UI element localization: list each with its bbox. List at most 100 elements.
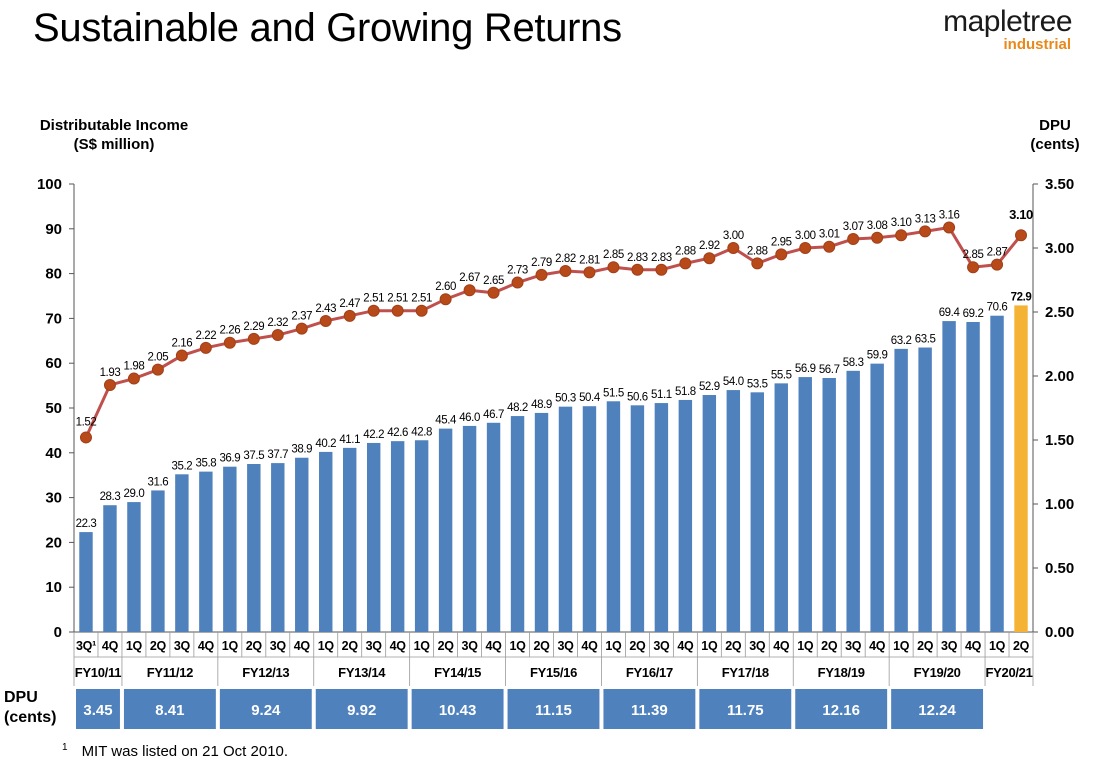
bar xyxy=(918,347,932,632)
fiscal-year-label: FY13/14 xyxy=(338,665,386,680)
bar xyxy=(127,502,141,632)
y-tick-label: 80 xyxy=(45,266,62,283)
annual-dpu-box xyxy=(891,689,984,729)
dpu-point xyxy=(391,304,404,317)
bar-value-label: 54.0 xyxy=(723,376,744,388)
dpu-point xyxy=(799,242,812,254)
page-title: Sustainable and Growing Returns xyxy=(33,6,622,50)
dpu-point xyxy=(295,322,308,335)
x-tick-label: 4Q xyxy=(965,639,982,653)
bar xyxy=(247,464,261,632)
dpu-point xyxy=(439,293,452,306)
x-tick-label: 4Q xyxy=(581,639,598,653)
dpu-point xyxy=(919,225,932,238)
bar xyxy=(366,442,381,632)
bar-value-label: 42.8 xyxy=(411,426,432,438)
x-tick-label: 3Q xyxy=(462,639,479,653)
bar-value-label: 56.7 xyxy=(819,364,840,376)
y2-tick-label: 1.50 xyxy=(1045,432,1074,449)
dpu-point xyxy=(271,329,284,342)
x-tick-label: 3Q¹ xyxy=(76,639,96,653)
bar-value-label: 35.2 xyxy=(171,460,192,472)
y2-tick-label: 0.00 xyxy=(1045,624,1074,641)
dpu-point xyxy=(103,378,116,391)
dpu-point xyxy=(991,258,1004,271)
bar xyxy=(319,451,333,632)
dpu-value-label: 2.51 xyxy=(411,293,432,305)
x-tick-label: 2Q xyxy=(629,639,646,653)
dpu-value-label: 1.98 xyxy=(124,361,145,373)
company-logo: mapletree industrial xyxy=(943,6,1072,53)
y2-tick-label: 1.00 xyxy=(1045,496,1074,513)
bar-value-label: 48.9 xyxy=(531,399,552,411)
bar xyxy=(606,401,621,632)
x-tick-label: 2Q xyxy=(1013,639,1030,653)
annual-dpu-box xyxy=(795,689,888,729)
y-tick-label: 10 xyxy=(45,579,62,596)
bar-value-label: 69.2 xyxy=(963,308,984,320)
dpu-point xyxy=(607,261,620,274)
bar-value-label: 55.5 xyxy=(771,369,792,381)
dpu-point xyxy=(751,257,764,270)
dpu-value-label: 3.01 xyxy=(819,229,840,241)
y-tick-label: 20 xyxy=(45,534,62,551)
bar xyxy=(223,466,237,632)
annual-dpu-value: 9.24 xyxy=(251,702,281,719)
y2-tick-label: 2.00 xyxy=(1045,368,1074,385)
bar xyxy=(438,428,453,632)
dpu-value-label: 2.65 xyxy=(483,275,504,287)
dpu-value-label: 2.29 xyxy=(243,321,264,333)
bar xyxy=(654,403,669,632)
fiscal-year-label: FY20/21 xyxy=(986,665,1033,680)
bar-value-label: 29.0 xyxy=(124,488,145,500)
dpu-value-label: 2.32 xyxy=(267,317,288,329)
dpu-point xyxy=(487,286,500,299)
dpu-value-label: 2.51 xyxy=(387,293,408,305)
bar-value-label: 72.9 xyxy=(1011,291,1032,303)
x-tick-label: 4Q xyxy=(773,639,790,653)
dpu-value-label: 3.13 xyxy=(915,213,936,225)
dpu-point xyxy=(415,304,428,317)
annual-dpu-box xyxy=(699,689,792,729)
x-tick-label: 1Q xyxy=(701,639,718,653)
bar-value-label: 31.6 xyxy=(148,476,169,488)
dpu-value-label: 2.88 xyxy=(675,245,696,257)
dpu-point xyxy=(511,276,524,289)
bar-value-label: 53.5 xyxy=(747,378,768,390)
bar-value-label: 22.3 xyxy=(76,518,97,530)
bar xyxy=(750,392,765,632)
dpu-row-label: DPU (cents) xyxy=(4,688,56,728)
dpu-point xyxy=(199,341,212,354)
dpu-value-label: 3.08 xyxy=(867,220,888,232)
dpu-value-label: 3.16 xyxy=(939,210,960,222)
annual-dpu-value: 11.39 xyxy=(631,702,668,719)
y-tick-label: 40 xyxy=(45,445,62,462)
bar-value-label: 59.9 xyxy=(867,350,888,362)
bar-value-label: 46.7 xyxy=(483,409,504,421)
annual-dpu-value: 11.15 xyxy=(535,702,572,719)
x-tick-label: 4Q xyxy=(294,639,311,653)
bar xyxy=(678,399,693,632)
annual-dpu-value: 11.75 xyxy=(727,702,764,719)
footnote-marker: 1 xyxy=(62,742,68,753)
y2-tick-label: 3.50 xyxy=(1045,176,1074,193)
dpu-value-label: 2.83 xyxy=(627,252,648,264)
x-tick-label: 4Q xyxy=(486,639,503,653)
dpu-point xyxy=(559,265,572,278)
bar-value-label: 56.9 xyxy=(795,363,816,375)
bar xyxy=(151,490,165,632)
dpu-value-label: 1.52 xyxy=(76,416,97,428)
bar xyxy=(390,441,405,632)
dpu-value-label: 2.81 xyxy=(579,254,600,266)
x-tick-label: 2Q xyxy=(342,639,359,653)
bar-value-label: 48.2 xyxy=(507,402,528,414)
dpu-value-label: 2.95 xyxy=(771,236,792,248)
y2-tick-label: 0.50 xyxy=(1045,560,1074,577)
y-tick-label: 90 xyxy=(45,221,62,238)
dpu-value-label: 2.37 xyxy=(291,311,312,323)
bar-value-label: 50.3 xyxy=(555,393,576,405)
x-tick-label: 2Q xyxy=(917,639,934,653)
y-tick-label: 0 xyxy=(54,624,62,641)
bar xyxy=(534,412,549,632)
